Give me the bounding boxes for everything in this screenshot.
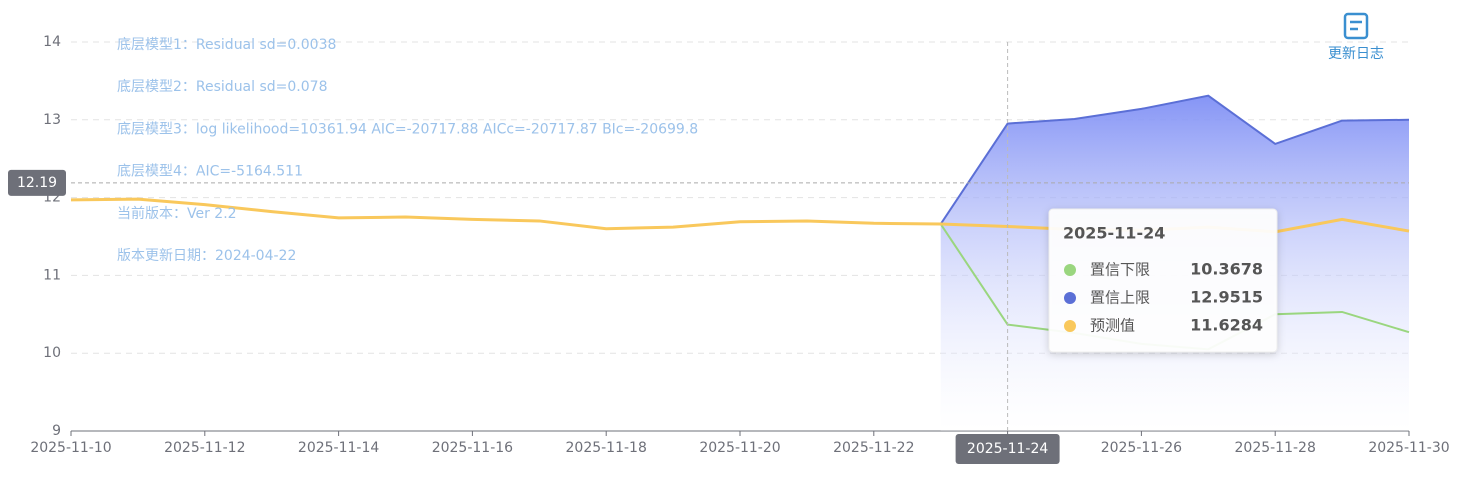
x-tick-label: 2025-11-16 xyxy=(432,440,513,456)
annotation: 底层模型4：AIC=-5164.511 xyxy=(117,164,303,180)
annotation: 当前版本：Ver 2.2 xyxy=(117,205,237,222)
series-line xyxy=(939,94,1410,225)
pointer-y-label: 12.19 xyxy=(17,175,57,191)
tooltip-dot xyxy=(1064,320,1076,332)
pointer-y-box xyxy=(8,169,66,196)
x-tick-label: 2025-11-14 xyxy=(298,440,379,456)
tooltip-title: 2025-11-24 xyxy=(1063,224,1165,243)
button-label: 更新日志 xyxy=(1328,46,1384,62)
y-tick-label: 9 xyxy=(52,423,61,439)
tooltip-dot xyxy=(1064,292,1076,304)
y-tick-label: 10 xyxy=(43,345,61,361)
y-tick-label: 11 xyxy=(43,267,61,283)
pointer-x-box xyxy=(955,434,1060,464)
x-tick-label: 2025-11-22 xyxy=(833,440,914,456)
x-tick-label: 2025-11-20 xyxy=(699,440,780,456)
tooltip-dot xyxy=(1064,264,1076,276)
y-tick-label: 13 xyxy=(43,112,61,128)
annotation: 版本更新日期：2024-04-22 xyxy=(117,248,296,264)
button[interactable]: 更新日志 xyxy=(1328,12,1384,62)
pointer-x-label: 2025-11-24 xyxy=(967,441,1048,457)
tooltip-value: 10.3678 xyxy=(1190,260,1263,279)
annotation: 底层模型2：Residual sd=0.078 xyxy=(117,79,327,95)
annotation: 底层模型3：log likelihood=10361.94 AIC=-20717… xyxy=(117,121,698,137)
tooltip-name: 置信上限 xyxy=(1090,289,1150,307)
tooltip xyxy=(1048,208,1278,353)
tooltip-name: 置信下限 xyxy=(1090,261,1150,279)
x-tick-label: 2025-11-10 xyxy=(30,440,111,456)
tooltip-value: 12.9515 xyxy=(1190,288,1263,307)
x-tick-label: 2025-11-30 xyxy=(1368,440,1449,456)
x-tick-label: 2025-11-28 xyxy=(1235,440,1316,456)
tooltip-name: 预测值 xyxy=(1090,317,1135,335)
x-tick-label: 2025-11-12 xyxy=(164,440,245,456)
x-tick-label: 2025-11-18 xyxy=(566,440,647,456)
button-icon xyxy=(1343,12,1369,40)
x-tick-label: 2025-11-26 xyxy=(1101,440,1182,456)
y-tick-label: 14 xyxy=(43,34,61,50)
annotation: 底层模型1：Residual sd=0.0038 xyxy=(117,37,336,53)
tooltip-value: 11.6284 xyxy=(1190,316,1263,335)
